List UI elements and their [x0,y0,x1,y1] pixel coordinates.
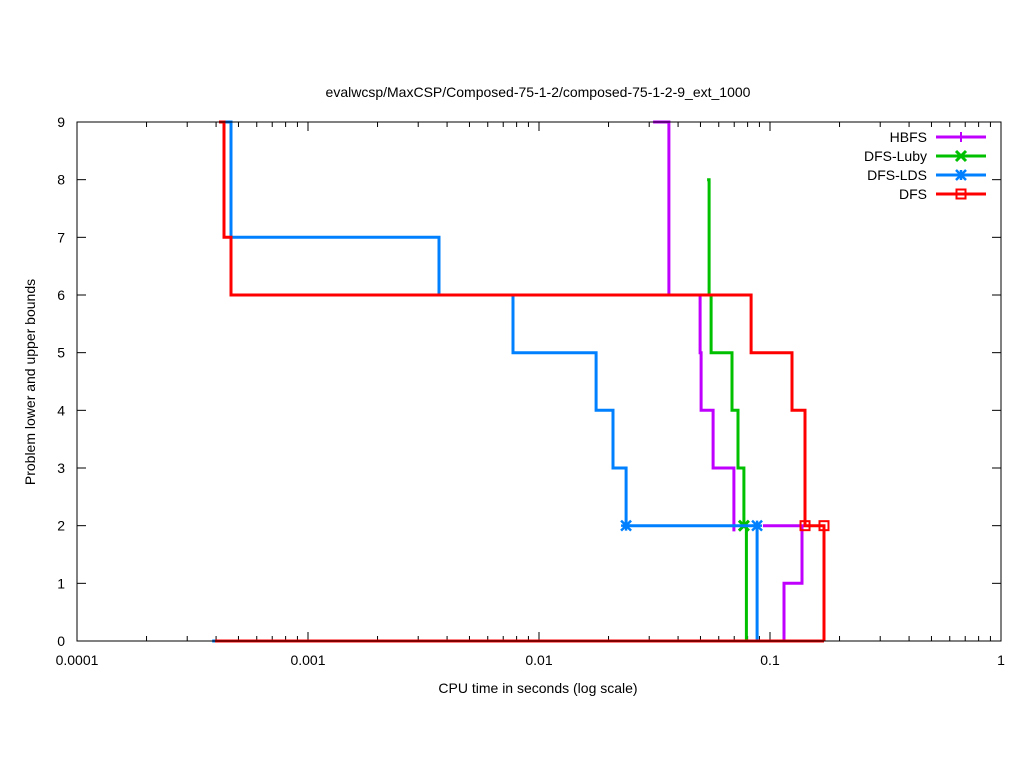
chart-title: evalwcsp/MaxCSP/Composed-75-1-2/composed… [326,84,751,100]
data-point-marker [620,519,632,532]
x-tick-label: 0.0001 [56,652,99,668]
x-tick-label: 0.001 [290,652,325,668]
legend-label: DFS-Luby [864,148,927,164]
legend-label: DFS [899,186,927,202]
legend-label: HBFS [890,129,927,145]
series-hbfs-upper-line [653,120,736,532]
y-tick-label: 1 [57,575,65,591]
series-dfs-lds-upper-line [221,120,759,641]
y-tick-label: 8 [57,172,65,188]
data-point-marker [955,169,967,181]
data-point-marker [751,519,763,532]
y-tick-label: 2 [57,518,65,534]
data-point-marker [955,188,967,200]
data-point-marker [956,132,966,142]
x-tick-label: 1 [997,652,1005,668]
data-point-marker [954,149,968,163]
y-tick-label: 5 [57,345,65,361]
y-tick-label: 7 [57,229,65,245]
data-point-marker [799,520,811,532]
x-tick-label: 0.01 [525,652,552,668]
legend: HBFS DFS-Luby DFS-LDS DFS [864,129,986,202]
y-tick-label: 0 [57,633,65,649]
y-tick-label: 4 [57,402,65,418]
x-tick-label: 0.1 [760,652,780,668]
plot-frame [76,121,1002,642]
series-hbfs-lower-line [763,524,804,641]
y-tick-label: 9 [57,114,65,130]
series-dfs-upper-line [219,120,826,641]
legend-label: DFS-LDS [867,167,927,183]
y-tick-label: 3 [57,460,65,476]
data-point-marker [818,520,830,532]
y-axis-label: Problem lower and upper bounds [22,279,38,485]
x-axis-label: CPU time in seconds (log scale) [438,680,637,696]
y-tick-label: 6 [57,287,65,303]
